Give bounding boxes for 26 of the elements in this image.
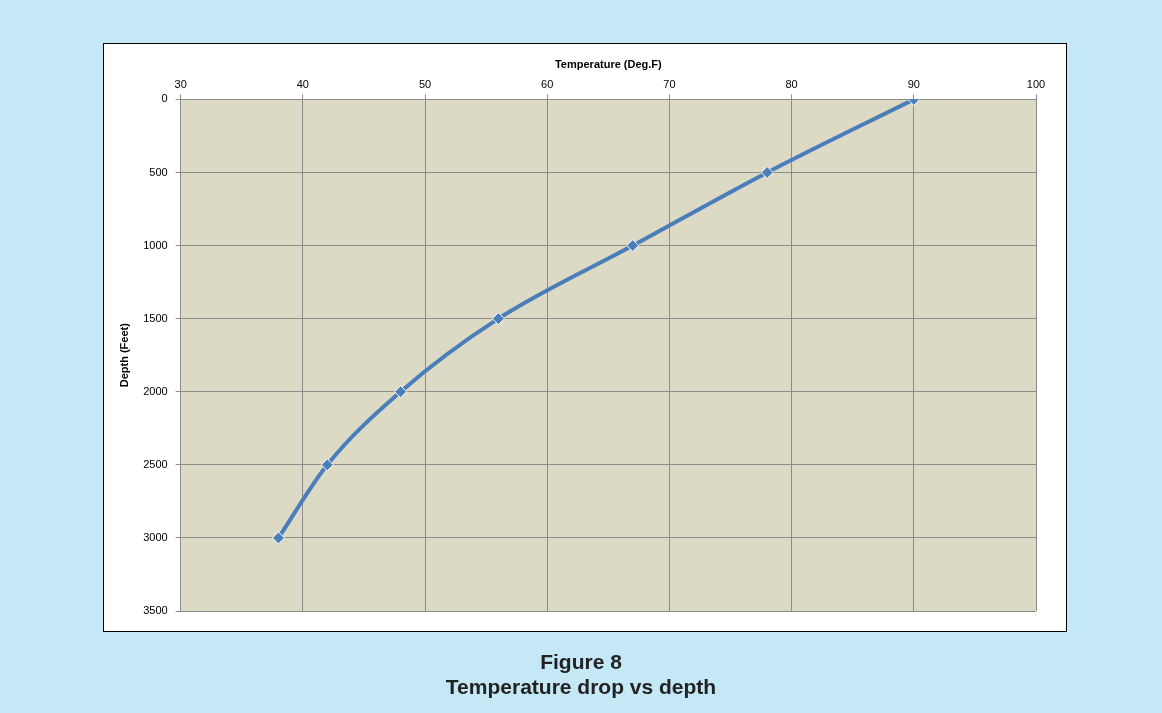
- y-tick-label: 1000: [143, 238, 168, 251]
- x-tick-label: 40: [296, 77, 309, 90]
- x-tick-label: 80: [785, 77, 798, 90]
- x-tick-label: 60: [541, 77, 554, 90]
- point: [394, 385, 408, 399]
- x-tick-label: 70: [663, 77, 676, 90]
- y-tick-label: 1500: [143, 311, 168, 324]
- y-axis-title: Depth (Feet): [117, 322, 130, 388]
- y-tick-label: 2500: [143, 457, 168, 470]
- point: [320, 458, 334, 472]
- point: [626, 239, 640, 253]
- point: [271, 531, 285, 545]
- x-tick-label: 100: [1026, 77, 1046, 90]
- y-tick-label: 500: [149, 165, 168, 178]
- y-tick-label: 2000: [143, 384, 168, 397]
- x-tick-label: 30: [174, 77, 187, 90]
- y-tick-label: 0: [161, 92, 168, 105]
- y-tick-label: 3000: [143, 530, 168, 543]
- x-tick-label: 90: [907, 77, 920, 90]
- y-tick-label: 3500: [143, 604, 168, 617]
- text: Figure 8: [539, 649, 623, 674]
- point: [760, 165, 774, 179]
- point: [491, 312, 505, 326]
- x-axis-title: Temperature (Deg.F): [554, 57, 663, 70]
- x-tick-label: 50: [418, 77, 432, 90]
- text: Temperature drop vs depth: [444, 674, 718, 699]
